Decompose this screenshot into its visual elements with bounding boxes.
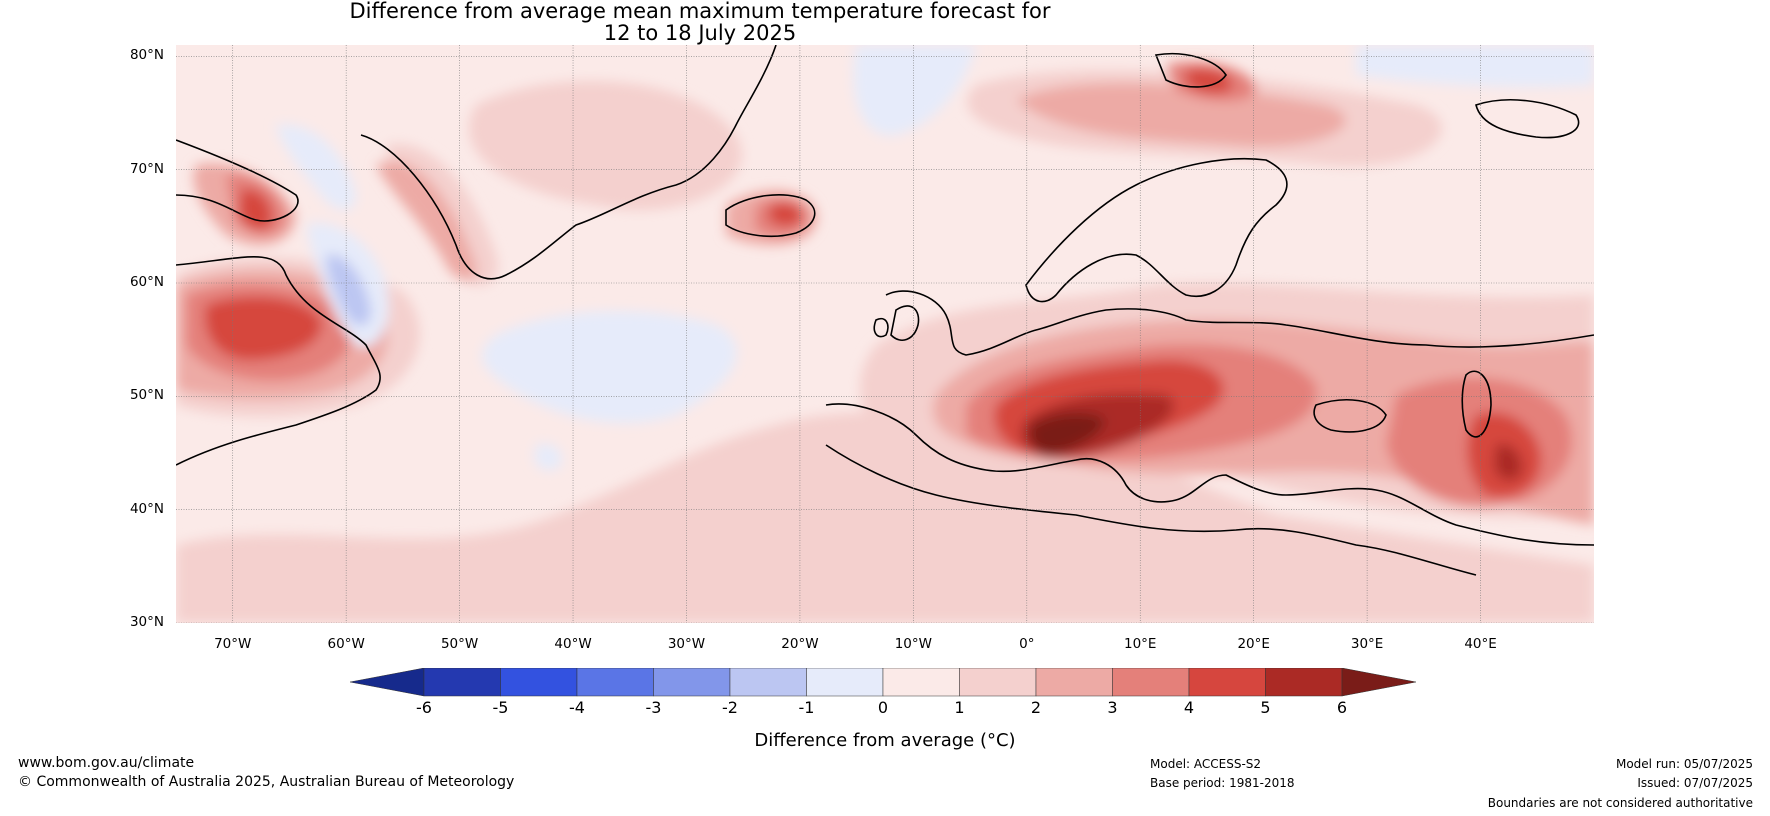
colorbar-tick-label: -2 xyxy=(722,698,738,717)
anomaly-zone-neg-atlantic xyxy=(482,311,737,424)
anomaly-zone-1to2-south xyxy=(176,375,1594,623)
anomaly-zone-2to3-greenland-coast xyxy=(376,161,477,280)
longitude-label: 20°W xyxy=(781,636,819,652)
colorbar-tick-label: -6 xyxy=(416,698,432,717)
latitude-label: 50°N xyxy=(129,387,164,404)
anomaly-zone-over6-france xyxy=(1029,413,1106,455)
footer-model-run: Model run: 05/07/2025 xyxy=(1615,757,1753,771)
coastline-scandinavia xyxy=(1025,157,1288,303)
anomaly-field xyxy=(176,45,1594,623)
latitude-label: 40°N xyxy=(129,500,164,517)
coastline-greenland xyxy=(360,45,777,280)
coastline-north-africa xyxy=(825,444,1477,576)
map-title-line2: 12 to 18 July 2025 xyxy=(603,21,797,45)
footer-model: Model: ACCESS-S2 xyxy=(1150,757,1262,771)
anomaly-zone-4to5-labrador xyxy=(205,296,322,360)
colorbar-tick-label: 6 xyxy=(1337,698,1347,717)
longitude-label: 50°W xyxy=(440,636,479,652)
anomaly-zone-4to5-iceland xyxy=(768,202,802,227)
colorbar-tick-label: 0 xyxy=(878,698,888,717)
anomaly-zone-1to2-arctic xyxy=(468,81,742,211)
footer-copyright: © Commonwealth of Australia 2025, Austra… xyxy=(18,774,515,790)
colorbar-segment xyxy=(806,668,884,697)
latitude-label: 60°N xyxy=(129,274,164,290)
colorbar-segment xyxy=(423,668,501,697)
colorbar-tick-label: 3 xyxy=(1107,698,1117,717)
coastline-british-isles xyxy=(873,305,920,341)
colorbar-tick-label: 2 xyxy=(1031,698,1041,717)
anomaly-zone-neg-norwegian xyxy=(853,45,976,136)
colorbar-tick-label: -1 xyxy=(799,698,815,717)
anomaly-zone-neg-baffin-bay xyxy=(276,124,356,210)
longitude-label: 0° xyxy=(1019,636,1035,652)
coastline-labrador xyxy=(176,256,381,466)
coastline-baffin xyxy=(176,139,299,222)
colorbar-tick-label: 4 xyxy=(1184,698,1194,717)
map-title-line1: Difference from average mean maximum tem… xyxy=(349,0,1051,23)
colorbar-segment xyxy=(1112,668,1190,697)
colorbar-tick-label: -5 xyxy=(493,698,509,717)
colorbar-over-triangle xyxy=(1341,668,1417,697)
longitude-label: 10°W xyxy=(894,636,932,652)
longitude-label: 60°W xyxy=(327,636,365,652)
colorbar-tick-label: 1 xyxy=(954,698,964,717)
longitude-label: 40°E xyxy=(1464,636,1497,652)
coastline-black-caspian xyxy=(1313,370,1492,438)
anomaly-zone-neg-small xyxy=(534,443,562,471)
latitude-label: 30°N xyxy=(129,614,164,630)
coastline-europe xyxy=(885,290,1594,356)
forecast-map xyxy=(176,45,1594,623)
coastline-novaya-zemlya xyxy=(1475,99,1580,139)
latitude-label: 70°N xyxy=(129,160,164,177)
latitude-label: 80°N xyxy=(129,47,164,64)
anomaly-zone-2to3-barents xyxy=(1016,83,1346,147)
colorbar-segment xyxy=(1265,668,1343,697)
anomaly-zone-4to5-baffin xyxy=(239,189,272,231)
anomaly-zone-5to6-caspian xyxy=(1494,444,1522,481)
colorbar-tick-label: 5 xyxy=(1260,698,1270,717)
colorbar-tick-label: -3 xyxy=(646,698,662,717)
footer-website: www.bom.gov.au/climate xyxy=(18,755,195,771)
coastline-iceland xyxy=(725,194,816,238)
longitude-label: 40°W xyxy=(554,636,592,652)
colorbar-segment xyxy=(500,668,578,697)
colorbar-segment xyxy=(729,668,807,697)
colorbar-segment xyxy=(576,668,654,697)
longitude-label: 10°E xyxy=(1124,636,1157,652)
footer-issued: Issued: 07/07/2025 xyxy=(1637,776,1753,790)
colorbar-under-triangle xyxy=(350,668,425,697)
longitude-label: 70°W xyxy=(214,636,252,652)
coastlines xyxy=(176,45,1594,576)
colorbar-segment xyxy=(882,668,960,697)
colorbar-tick-label: -4 xyxy=(569,698,585,717)
coastline-iberia-med xyxy=(825,403,1594,546)
colorbar-segment xyxy=(1035,668,1113,697)
colorbar-label: Difference from average (°C) xyxy=(754,730,1016,751)
footer-base-period: Base period: 1981-2018 xyxy=(1150,776,1295,790)
coastline-svalbard xyxy=(1154,52,1227,88)
footer-disclaimer: Boundaries are not considered authoritat… xyxy=(1487,796,1753,810)
colorbar-segment xyxy=(1188,668,1266,697)
longitude-label: 30°W xyxy=(667,636,706,652)
colorbar-segment xyxy=(653,668,731,697)
longitude-label: 20°E xyxy=(1237,636,1270,652)
anomaly-zone-neg-arctic-east xyxy=(1356,45,1594,87)
colorbar: -6 -5 -4 -3 -2 -1 0 1 2 3 4 5 6 xyxy=(350,668,1417,717)
colorbar-segment xyxy=(959,668,1037,697)
anomaly-zone-neg2-labrador-sea xyxy=(326,254,371,326)
longitude-label: 30°E xyxy=(1350,636,1384,652)
